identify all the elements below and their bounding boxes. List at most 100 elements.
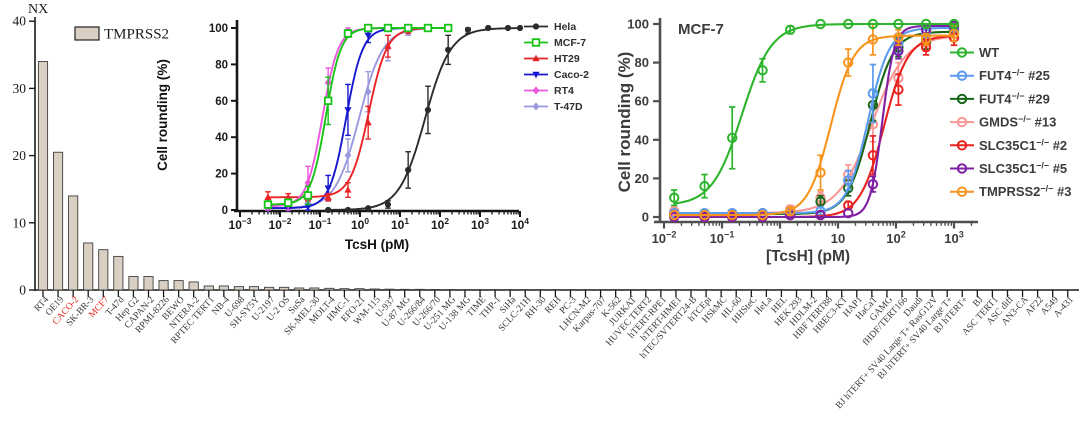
mid-legend-item-Hela: Hela	[524, 21, 576, 33]
bar-BEWO	[173, 280, 184, 291]
bar-T-47d	[113, 255, 124, 291]
bar-EFO-21	[354, 288, 365, 291]
bar-RT4	[37, 61, 49, 291]
svg-text:104: 104	[511, 216, 529, 232]
bars	[37, 61, 787, 291]
svg-text:0: 0	[222, 205, 228, 217]
x-ticks	[42, 290, 1069, 297]
bar-WM-115	[369, 288, 380, 291]
right-y-axis-label: Cell rounding (%)	[615, 52, 634, 193]
svg-text:SLC35C1−/− #2: SLC35C1−/− #2	[979, 137, 1067, 153]
svg-text:10−1: 10−1	[710, 230, 735, 246]
bar-CACO-2	[68, 195, 79, 291]
bar-Hep G2	[128, 276, 139, 291]
right-legend-item-GMDS #13: GMDS−/− #13	[950, 114, 1056, 130]
svg-text:10−2: 10−2	[269, 216, 292, 232]
tmprss2-legend-label: TMPRSS2	[104, 27, 169, 43]
svg-text:80: 80	[215, 59, 228, 71]
bar-SH-SY5Y	[248, 286, 260, 291]
bar-CAPAN-2	[143, 276, 154, 291]
svg-text:40: 40	[215, 132, 228, 144]
svg-text:103: 103	[471, 216, 489, 232]
right-legend-item-SLC35C1 #2: SLC35C1−/− #2	[950, 137, 1067, 153]
svg-text:TMPRSS2−/− #3: TMPRSS2−/− #3	[979, 184, 1072, 200]
svg-text:FUT4−/− #29: FUT4−/− #29	[979, 91, 1050, 107]
bar-chart-y-axis-title: NX	[28, 2, 48, 17]
svg-text:SLC35C1−/− #5: SLC35C1−/− #5	[979, 161, 1067, 177]
svg-text:60: 60	[215, 96, 228, 108]
svg-text:20: 20	[215, 169, 228, 181]
series-FUT4 #29	[669, 23, 960, 221]
right-legend-item-SLC35C1 #5: SLC35C1−/− #5	[950, 161, 1067, 177]
series-SLC35C1 #5	[669, 20, 960, 223]
series-TMPRSS2 #3	[669, 23, 960, 221]
svg-text:GMDS−/− #13: GMDS−/− #13	[979, 114, 1056, 130]
mid-legend-item-T-47D: T-47D	[524, 101, 583, 113]
svg-text:100: 100	[351, 216, 369, 232]
bar-U-266/84	[414, 288, 425, 291]
bar-NB-4	[218, 285, 229, 291]
svg-text:80: 80	[635, 55, 649, 70]
series-FUT4 #25	[669, 22, 960, 219]
dose-response-cell-lines: 0 20 40 60 80 100 10−3 10−2 10−1 100 101 102 103 104 T…	[155, 0, 589, 252]
svg-text:10−3: 10−3	[229, 216, 252, 232]
tmprss2-bar-chart: 010203040NXTMPRSS2RT4OE19CACO-2SK-BR-3MC…	[13, 2, 1079, 411]
svg-text:100: 100	[627, 17, 649, 32]
svg-text:Caco-2: Caco-2	[554, 69, 589, 81]
dose-response-mcf7: 0 20 40 60 80 100 10−2 10−1 1 10 102 103 [TcsH] (pM)…	[615, 17, 1072, 266]
bar-U-2197	[264, 286, 275, 291]
bar-MOLT-4	[324, 287, 335, 291]
bar-SK-MEL-30	[309, 287, 320, 291]
svg-text:10−1: 10−1	[309, 216, 332, 232]
svg-text:20: 20	[635, 171, 649, 186]
svg-text:10: 10	[831, 231, 845, 246]
bar-HMC-1	[339, 288, 350, 291]
bar-SuSa	[294, 287, 305, 291]
bar-OE19	[53, 151, 64, 291]
svg-text:Hela: Hela	[554, 21, 576, 33]
mid-legend-item-RT4: RT4	[524, 85, 574, 97]
series-MCF-7	[263, 23, 453, 209]
bar-RPTEC TERT1	[203, 285, 214, 291]
svg-text:HT29: HT29	[554, 53, 580, 65]
mid-legend-item-Caco-2: Caco-2	[524, 69, 589, 81]
svg-text:102: 102	[886, 230, 906, 246]
svg-text:101: 101	[391, 216, 409, 232]
svg-text:RT4: RT4	[554, 85, 574, 97]
svg-text:100: 100	[209, 23, 228, 35]
bar-U-87 MG	[399, 288, 410, 291]
svg-text:40: 40	[635, 132, 649, 147]
bar-SK-BR-3	[83, 242, 94, 291]
right-plot-title: MCF-7	[678, 21, 724, 38]
right-legend: WT FUT4−/− #25 FUT4−/− #29 GMDS−/− #13 SLC35…	[950, 45, 1072, 199]
svg-text:10: 10	[13, 215, 27, 230]
svg-text:10−2: 10−2	[652, 230, 677, 246]
bar-chart-legend: TMPRSS2	[74, 26, 169, 43]
bar-RPMI-8226	[158, 280, 169, 291]
bar-U-266/70	[429, 289, 440, 291]
svg-text:40: 40	[13, 14, 27, 29]
series-Hela	[325, 24, 524, 214]
right-x-axis-label: [TcsH] (pM)	[766, 248, 850, 265]
bar-U-937	[384, 288, 395, 291]
svg-text:1: 1	[776, 231, 783, 246]
svg-text:30: 30	[13, 81, 27, 96]
bar-NTERA-2	[188, 281, 199, 291]
right-legend-item-WT: WT	[950, 45, 999, 60]
series-GMDS #13	[669, 28, 960, 219]
mid-y-axis-label: Cell rounding (%)	[155, 59, 170, 171]
svg-text:WT: WT	[979, 45, 999, 60]
right-legend-item-TMPRSS2 #3: TMPRSS2−/− #3	[950, 184, 1072, 200]
bar-U-2 OS	[279, 286, 290, 291]
svg-text:103: 103	[944, 230, 964, 246]
bar-MCF7	[98, 249, 109, 291]
svg-text:60: 60	[635, 94, 649, 109]
svg-text:102: 102	[431, 216, 449, 232]
bar-U-698	[233, 286, 244, 291]
series-SLC35C1 #2	[669, 28, 960, 223]
svg-text:0: 0	[19, 283, 26, 298]
right-legend-item-FUT4 #25: FUT4−/− #25	[950, 68, 1050, 83]
svg-text:MCF-7: MCF-7	[554, 37, 586, 49]
